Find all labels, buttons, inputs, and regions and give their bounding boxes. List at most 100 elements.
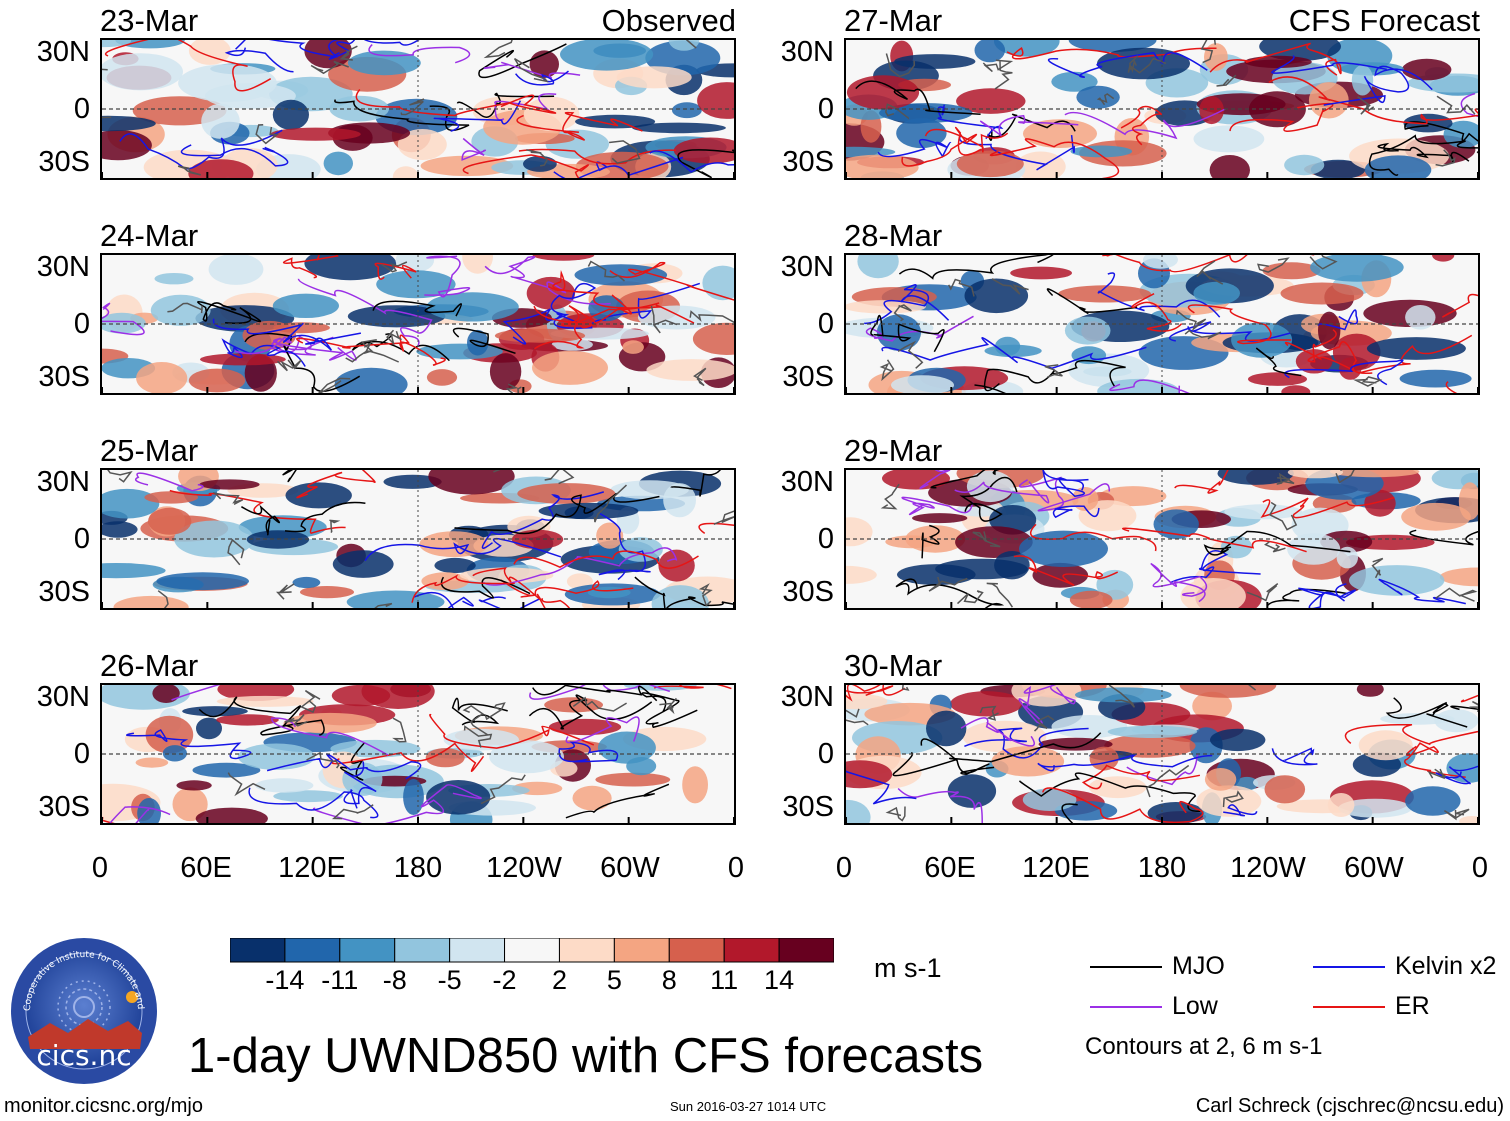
contour-line (494, 93, 557, 121)
legend-label: ER (1395, 992, 1430, 1020)
anomaly-blob (956, 88, 1026, 114)
anomaly-blob (1399, 369, 1472, 388)
anomaly-blob (152, 685, 180, 703)
contour-line (429, 713, 595, 749)
y-tick-label: 30N (780, 466, 834, 498)
contour-line (1435, 765, 1478, 785)
anomaly-blob (523, 155, 557, 172)
anomaly-blob (172, 787, 208, 822)
anomaly-blob (574, 264, 668, 286)
contour-line (452, 327, 516, 355)
panel-date-label: 30-Mar (844, 648, 943, 683)
contour-line (641, 692, 698, 729)
contour-line (212, 318, 362, 351)
anomaly-blob (1366, 337, 1466, 360)
anomaly-blob (383, 474, 442, 489)
logo-text: cics.nc (36, 1039, 131, 1072)
contour-line (881, 337, 1147, 370)
anomaly-blob (651, 585, 709, 608)
cics-logo[interactable]: Cooperative Institute for Climate and Sa… (7, 930, 158, 1085)
column-label: CFS Forecast (1288, 3, 1480, 38)
y-tick-label: 30S (38, 146, 90, 178)
contour-line (901, 496, 974, 516)
contour-line (1097, 272, 1221, 318)
anomaly-blob (897, 564, 976, 586)
coastline (544, 470, 575, 485)
panel-date-label: 23-Mar (100, 3, 199, 38)
panel-date-label: 26-Mar (100, 648, 199, 683)
coastline (897, 340, 924, 369)
contour-line (1046, 288, 1138, 315)
contour-line (248, 787, 379, 819)
anomaly-blob (905, 525, 966, 553)
anomaly-blob (242, 320, 297, 350)
anomaly-blob (494, 328, 586, 343)
contour-line (1298, 583, 1357, 608)
anomaly-blob (1338, 798, 1412, 818)
colorbar-swatch (778, 938, 834, 963)
contour-line (1229, 102, 1334, 132)
x-tick-label: 0 (91, 852, 109, 884)
contour-line (865, 315, 974, 342)
x-tick-label: 60E (180, 852, 232, 884)
anomaly-blob (1310, 255, 1404, 282)
coastline (587, 260, 625, 282)
contour-note: Contours at 2, 6 m s-1 (1085, 1033, 1323, 1060)
anomaly-blob (115, 40, 185, 49)
anomaly-blob (1405, 786, 1461, 816)
anomaly-blob (1209, 155, 1250, 178)
coastline (698, 583, 713, 607)
anomaly-blob (1248, 91, 1306, 128)
coastline (300, 689, 321, 714)
anomaly-blob (1405, 305, 1436, 330)
contour-line (424, 255, 471, 298)
anomaly-blob (632, 122, 726, 134)
contour-line (198, 696, 325, 736)
coastline (994, 61, 1013, 90)
anomaly-blob (702, 265, 734, 301)
contour-line (898, 255, 1054, 280)
coastline (713, 510, 734, 525)
anomaly-blob (950, 691, 1023, 717)
y-tick-label: 30N (36, 681, 90, 713)
contour-line (677, 149, 734, 178)
map-panel (100, 468, 736, 610)
anomaly-blob (376, 270, 456, 299)
coastline (893, 304, 912, 322)
anomaly-blob (697, 82, 734, 119)
anomaly-blob (575, 114, 656, 129)
anomaly-blob (857, 255, 899, 279)
coastline (1276, 472, 1295, 485)
anomaly-blob (102, 115, 156, 132)
coastline (212, 492, 244, 505)
contour-line (1404, 121, 1478, 154)
coastline (1435, 587, 1478, 602)
footer-url[interactable]: monitor.cicsnc.org/mjo (4, 1095, 203, 1117)
x-tick-label: 60W (600, 852, 660, 884)
anomaly-blob (395, 255, 435, 273)
coastline (380, 261, 408, 273)
coastline (901, 685, 910, 691)
contour-line (1018, 685, 1076, 725)
anomaly-blob (597, 731, 656, 764)
anomaly-blob (994, 40, 1060, 57)
contour-line (1203, 530, 1351, 556)
coastline (276, 583, 295, 600)
contour-line (119, 129, 283, 170)
coastline (513, 57, 549, 83)
x-tick-label: 60E (924, 852, 976, 884)
contour-line (958, 134, 1075, 171)
anomaly-blob (285, 482, 352, 509)
colorbar-label: -5 (437, 965, 462, 995)
contour-line (1268, 76, 1478, 125)
contour-line (634, 576, 734, 608)
anomaly-blob (304, 255, 397, 281)
wind-anomaly-field (846, 40, 1478, 178)
anomaly-blob (595, 772, 671, 787)
coastline (1175, 309, 1207, 332)
anomaly-blob (255, 778, 314, 793)
map-panel (844, 38, 1480, 180)
anomaly-blob (560, 40, 654, 71)
contour-line (1169, 321, 1291, 342)
contour-line (483, 61, 581, 79)
